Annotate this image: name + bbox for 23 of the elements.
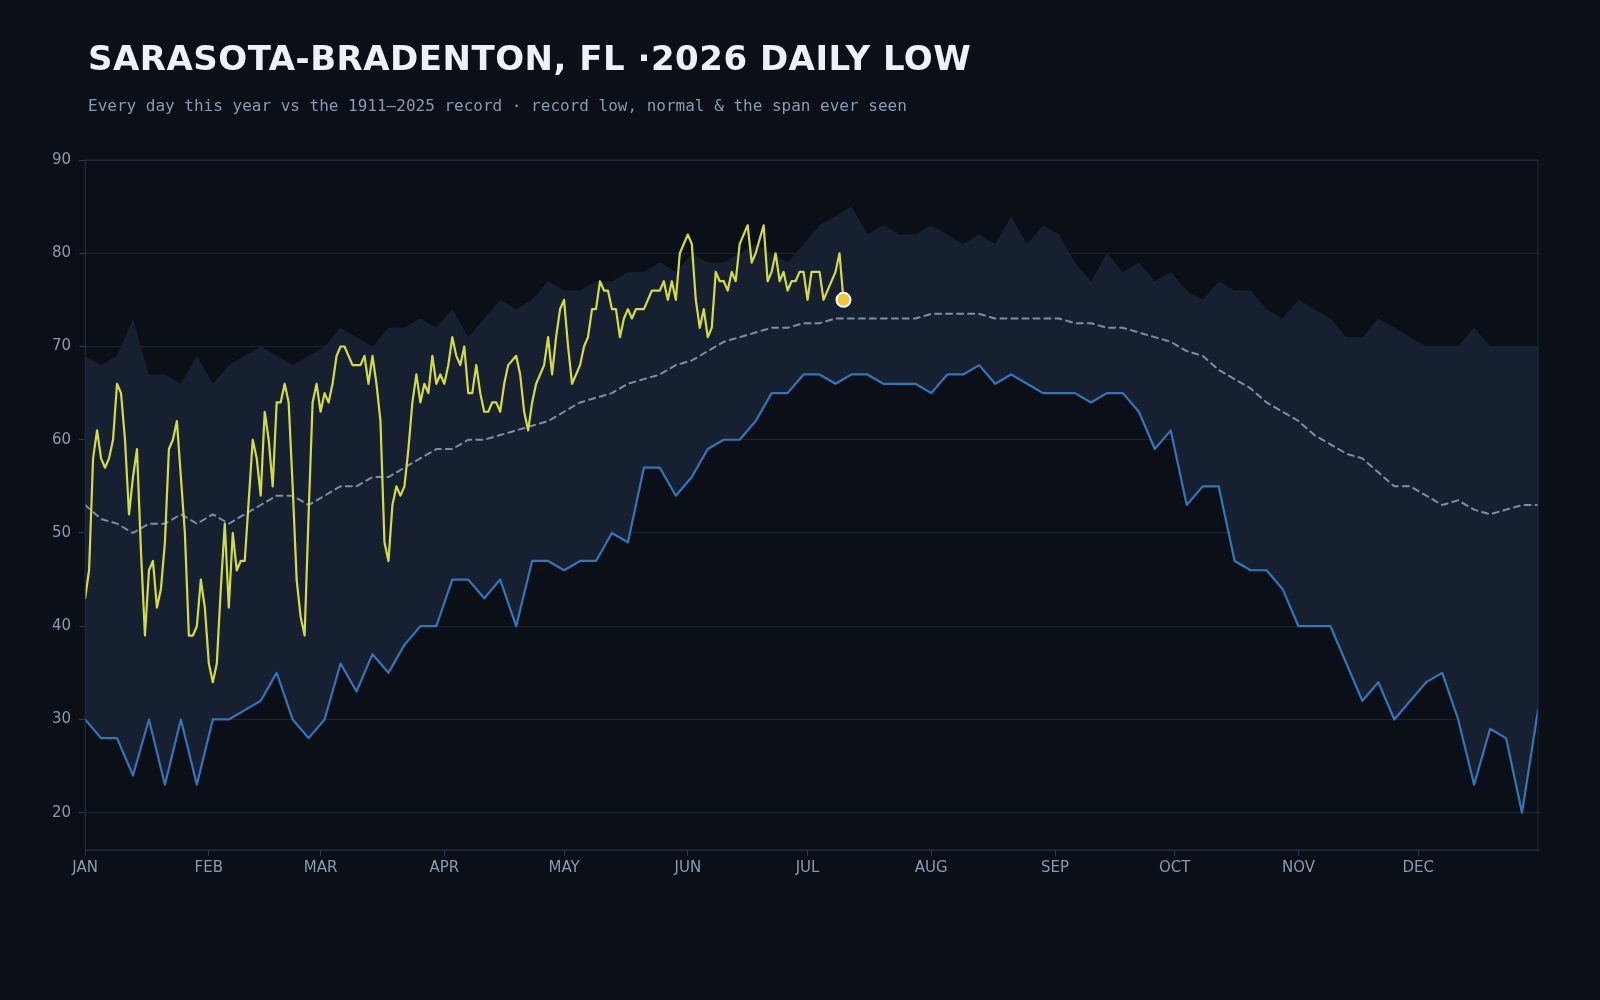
x-tick-label: MAR	[303, 857, 338, 876]
y-tick-label: 30	[51, 709, 72, 728]
x-tick-label: MAY	[548, 857, 581, 876]
chart-subtitle: Every day this year vs the 1911–2025 record · record low, normal & the span ever seen	[88, 96, 907, 115]
x-tick-label: JAN	[71, 857, 98, 876]
x-tick-label: AUG	[914, 857, 948, 876]
y-tick-label: 70	[51, 336, 72, 355]
x-tick-label: OCT	[1159, 857, 1192, 876]
x-tick-label: JUL	[794, 857, 821, 876]
y-tick-label: 50	[51, 522, 72, 541]
y-tick-label: 80	[51, 243, 72, 262]
y-tick-label: 90	[51, 149, 72, 168]
x-tick-label: NOV	[1281, 857, 1316, 876]
x-tick-label: APR	[429, 857, 460, 876]
line-series	[85, 312, 1538, 534]
x-tick-label: DEC	[1402, 857, 1435, 876]
x-tick-label: JUN	[673, 857, 702, 876]
y-tick-label: 60	[51, 429, 72, 448]
y-tick-label: 20	[51, 802, 72, 821]
chart-title: SARASOTA-BRADENTON, FL ·2026 DAILY LOW	[88, 38, 972, 78]
x-tick-label: FEB	[194, 857, 224, 876]
y-tick-label: 40	[51, 616, 72, 635]
x-tick-label: SEP	[1041, 857, 1070, 876]
